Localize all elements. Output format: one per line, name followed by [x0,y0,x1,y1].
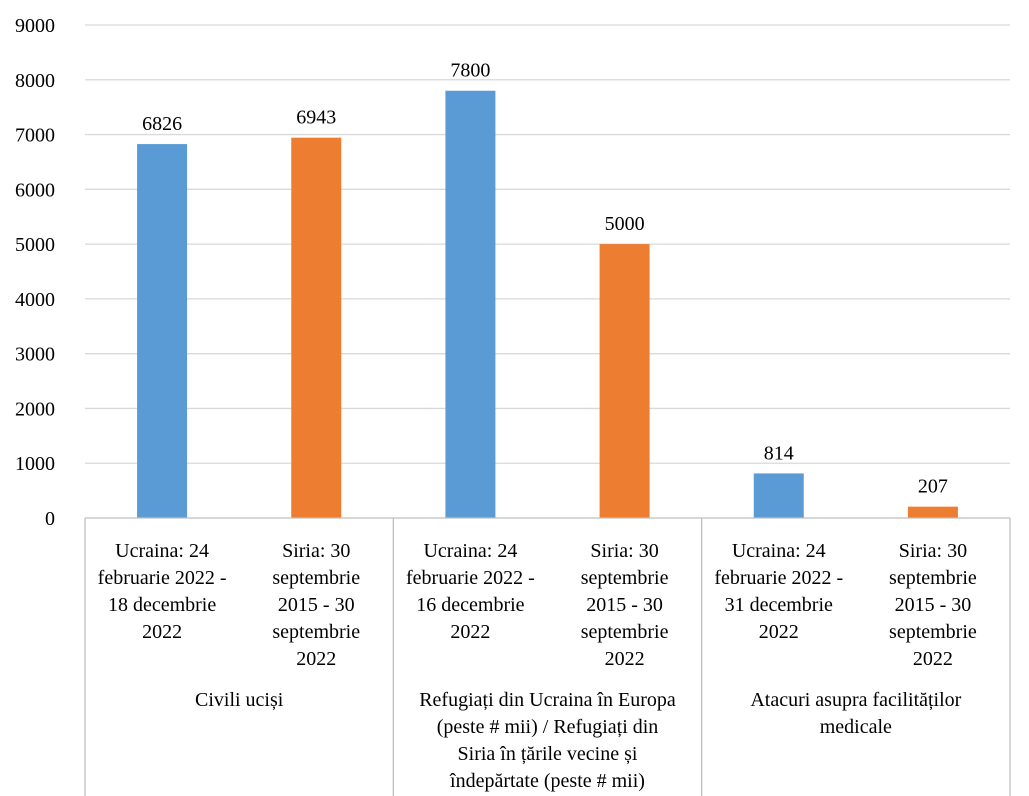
y-tick-label: 2000 [15,398,55,420]
category-label-line: 31 decembrie [725,594,833,616]
category-label-line: Ucraina: 24 [423,540,517,562]
category-label-line: februarie 2022 - [98,567,227,589]
group-label-line: îndepărtate (peste # mii) [449,770,645,792]
bar [599,244,650,518]
y-tick-label: 8000 [15,70,55,92]
category-label-line: Siria: 30 [590,540,658,562]
y-tick-label: 1000 [15,453,55,475]
bar [291,137,342,518]
data-labels: 6826 6943 7800 5000 814 207 [142,60,948,498]
gridlines [85,24,1010,464]
category-label-line: 2022 [450,621,490,643]
category-label-line: septembrie [889,567,977,589]
category-label-line: 2022 [759,621,799,643]
data-label: 814 [764,442,794,464]
category-axis [84,517,1011,796]
category-label-line: 2015 - 30 [586,594,663,616]
y-tick-label: 9000 [15,15,55,37]
category-label-line: septembrie [581,567,669,589]
bar [907,506,958,518]
group-label-line: (peste # mii) / Refugiați din [437,716,659,738]
category-label-line: septembrie [272,621,360,643]
bar [445,90,496,518]
category-label-line: februarie 2022 - [714,567,843,589]
category-label-line: 2022 [913,648,953,670]
group-labels: Civili uciși Refugiați din Ucraina în Eur… [195,689,962,792]
category-label-line: Ucraina: 24 [115,540,209,562]
bar [137,144,188,518]
category-label-line: septembrie [272,567,360,589]
y-tick-label: 3000 [15,344,55,366]
data-label: 207 [918,476,948,498]
category-label-line: februarie 2022 - [406,567,535,589]
group-label-line: Siria în țările vecine și [458,743,638,765]
category-label-line: septembrie [889,621,977,643]
y-tick-label: 5000 [15,234,55,256]
category-label-line: 2022 [605,648,645,670]
category-label-line: Siria: 30 [282,540,350,562]
bars [137,90,958,518]
y-tick-label: 0 [45,508,55,530]
y-axis-tick-labels: 0 1000 2000 3000 4000 5000 6000 7000 8000 9000 [15,15,55,530]
category-label-line: Siria: 30 [899,540,967,562]
group-label-line: Civili uciși [195,689,284,711]
group-label-line: Atacuri asupra facilităților [750,689,961,711]
bar [753,473,804,518]
data-label: 6826 [142,113,182,135]
category-label-line: 16 decembrie [416,594,524,616]
category-label-line: 2022 [296,648,336,670]
category-label-line: 2022 [142,621,182,643]
group-label-line: medicale [820,716,892,738]
data-label: 5000 [605,213,645,235]
data-label: 7800 [450,60,490,82]
y-tick-label: 6000 [15,179,55,201]
category-label-line: 18 decembrie [108,594,216,616]
category-labels: Ucraina: 24 februarie 2022 - 18 decembrie 2… [98,540,977,670]
category-label-line: septembrie [581,621,669,643]
category-label-line: 2015 - 30 [895,594,972,616]
group-label-line: Refugiați din Ucraina în Europa [419,689,676,711]
category-label-line: 2015 - 30 [278,594,355,616]
y-tick-label: 4000 [15,289,55,311]
data-label: 6943 [296,107,336,129]
y-tick-label: 7000 [15,125,55,147]
category-label-line: Ucraina: 24 [732,540,826,562]
